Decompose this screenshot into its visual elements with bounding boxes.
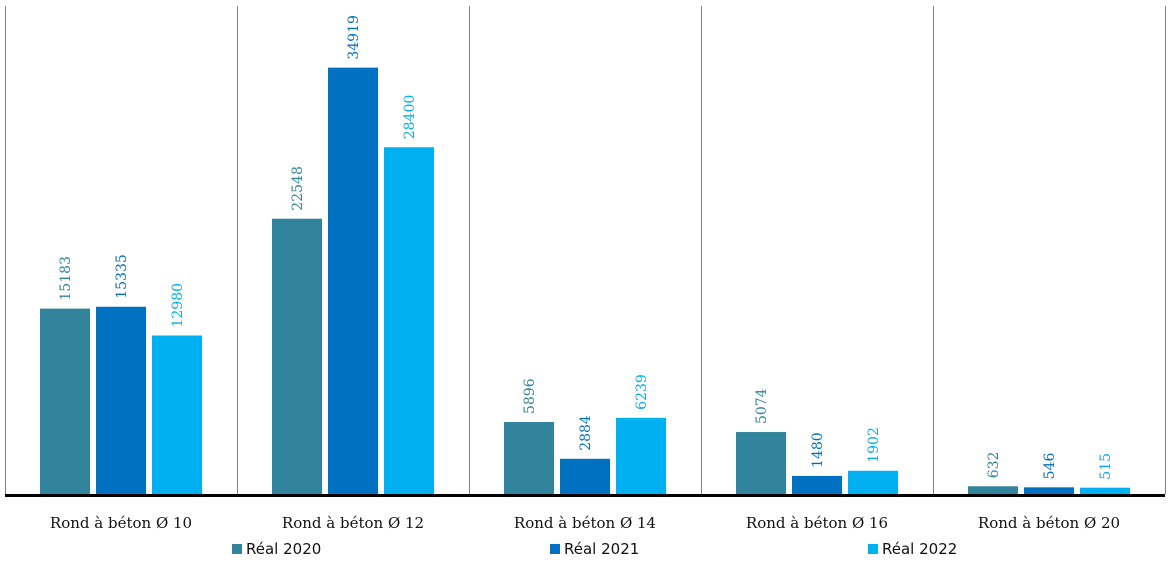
bar: [328, 67, 378, 494]
data-label: 632: [986, 452, 1002, 479]
data-label: 2884: [578, 415, 594, 451]
data-label: 28400: [402, 95, 418, 140]
legend-swatch: [232, 544, 242, 554]
x-tick-label: Rond à béton Ø 12: [282, 514, 424, 532]
data-label: 1480: [810, 432, 826, 468]
bar: [736, 432, 786, 494]
data-label-group: 15183 15335 12980 22548 34919 28400 5896 2884 62…: [58, 15, 1114, 480]
x-tick-label: Rond à béton Ø 14: [514, 514, 656, 532]
bar: [152, 335, 202, 494]
data-label: 5074: [754, 388, 770, 424]
data-label: 34919: [346, 15, 362, 60]
data-label: 1902: [866, 427, 882, 463]
category-separators: [5, 6, 1166, 494]
bar: [968, 486, 1018, 494]
bar-group: [40, 67, 1130, 495]
bar: [560, 458, 610, 494]
data-label: 15335: [114, 254, 130, 299]
data-label: 12980: [170, 283, 186, 328]
bar: [504, 422, 554, 494]
data-label: 515: [1098, 453, 1114, 480]
bar: [792, 475, 842, 494]
bar: [40, 308, 90, 494]
data-label: 22548: [290, 166, 306, 211]
x-tick-label: Rond à béton Ø 10: [50, 514, 192, 532]
bar: [1080, 487, 1130, 494]
bar: [96, 306, 146, 494]
bar: [616, 417, 666, 494]
legend-label: Réal 2020: [246, 540, 321, 558]
data-label: 15183: [58, 256, 74, 301]
bar: [384, 147, 434, 494]
legend-swatch: [550, 544, 560, 554]
legend-label: Réal 2021: [564, 540, 639, 558]
bar: [272, 218, 322, 495]
bar: [1024, 487, 1074, 494]
legend-label: Réal 2022: [882, 540, 957, 558]
legend: Réal 2020 Réal 2021 Réal 2022: [232, 540, 957, 558]
data-label: 5896: [522, 378, 538, 414]
data-label: 546: [1042, 453, 1058, 480]
x-tick-labels: Rond à béton Ø 10 Rond à béton Ø 12 Rond à…: [50, 514, 1120, 532]
legend-swatch: [868, 544, 878, 554]
x-tick-label: Rond à béton Ø 20: [978, 514, 1120, 532]
bar: [848, 470, 898, 494]
x-tick-label: Rond à béton Ø 16: [746, 514, 888, 532]
data-label: 6239: [634, 374, 650, 410]
